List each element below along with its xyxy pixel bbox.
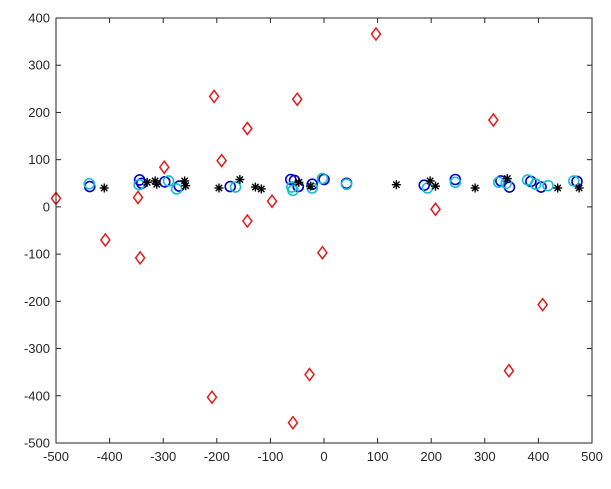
circle-marker	[503, 181, 516, 193]
circle-marker	[224, 180, 236, 193]
diamond-marker	[158, 159, 170, 175]
asterisk-marker	[553, 183, 563, 193]
diamond-marker	[206, 389, 218, 405]
y-tick-label: -400	[24, 388, 50, 403]
circle-marker	[162, 175, 175, 187]
circle-marker	[229, 181, 242, 193]
diamond-marker	[291, 91, 303, 107]
y-tick-label: 200	[28, 105, 50, 120]
circle-marker	[316, 172, 329, 185]
asterisk-marker	[152, 179, 162, 189]
diamond-marker	[208, 89, 220, 104]
asterisk-marker	[256, 184, 266, 194]
x-tick-label: -500	[43, 449, 69, 464]
asterisk-marker	[574, 183, 584, 193]
circle-marker	[170, 183, 183, 195]
circle-marker	[418, 179, 431, 191]
diamond-marker	[537, 297, 549, 312]
asterisk-marker	[306, 181, 316, 191]
asterisk-marker	[294, 177, 304, 187]
diamond-marker	[316, 245, 328, 260]
y-tick-label: -200	[24, 294, 50, 309]
y-tick-label: -300	[24, 341, 50, 356]
x-tick-label: 200	[420, 449, 442, 464]
diamond-marker	[287, 415, 299, 430]
circle-marker	[542, 179, 554, 192]
diamond-marker	[487, 112, 499, 128]
asterisk-marker	[214, 183, 224, 193]
x-tick-label: -200	[204, 449, 230, 464]
y-tick-label: 300	[28, 58, 50, 73]
asterisk-marker	[142, 177, 152, 187]
y-tick-label: 100	[28, 152, 50, 167]
series-0-diamond-markers	[50, 26, 549, 430]
circle-marker	[306, 182, 319, 194]
axis-ticks: -500 -400 -300 -200 -100 0 100 200 300 400 500 -500…	[24, 11, 603, 465]
circle-marker	[529, 178, 542, 191]
diamond-marker	[370, 26, 382, 42]
asterisk-marker	[470, 183, 480, 193]
diamond-marker	[216, 153, 228, 168]
diamond-marker	[304, 367, 315, 382]
x-tick-label: 0	[320, 449, 327, 464]
y-tick-label: -100	[24, 247, 50, 262]
diamond-marker	[99, 232, 111, 248]
x-tick-label: -300	[150, 449, 176, 464]
x-tick-label: 300	[474, 449, 496, 464]
series-3-asterisk-markers	[99, 174, 584, 194]
asterisk-marker	[181, 181, 191, 191]
asterisk-marker	[99, 183, 109, 193]
circle-marker	[340, 178, 353, 191]
x-tick-label: 500	[581, 449, 603, 464]
asterisk-marker	[391, 180, 401, 190]
diamond-marker	[503, 363, 515, 379]
data-marks	[50, 26, 584, 430]
series-2-circle-markers	[83, 172, 580, 197]
y-tick-label: 400	[28, 11, 50, 26]
x-tick-label: -400	[97, 449, 123, 464]
diamond-marker	[241, 213, 253, 229]
plot-frame	[55, 17, 593, 444]
diamond-marker	[134, 250, 146, 266]
diamond-marker	[430, 202, 441, 217]
circle-marker	[492, 176, 505, 189]
diamond-marker	[266, 193, 278, 209]
x-tick-label: 100	[367, 449, 389, 464]
circle-marker	[287, 184, 299, 197]
plot-background	[56, 18, 592, 443]
circle-marker	[306, 178, 319, 191]
x-tick-label: 400	[528, 449, 550, 464]
x-tick-label: -100	[257, 449, 283, 464]
circle-marker	[83, 177, 96, 190]
asterisk-marker	[430, 181, 440, 191]
y-tick-label: -500	[24, 436, 50, 451]
diamond-marker	[241, 121, 253, 136]
y-tick-label: 0	[43, 199, 50, 214]
diamond-marker	[132, 190, 144, 205]
circle-marker	[449, 176, 462, 189]
circle-marker	[567, 175, 580, 187]
asterisk-marker	[235, 175, 245, 184]
asterisk-marker	[502, 174, 512, 184]
